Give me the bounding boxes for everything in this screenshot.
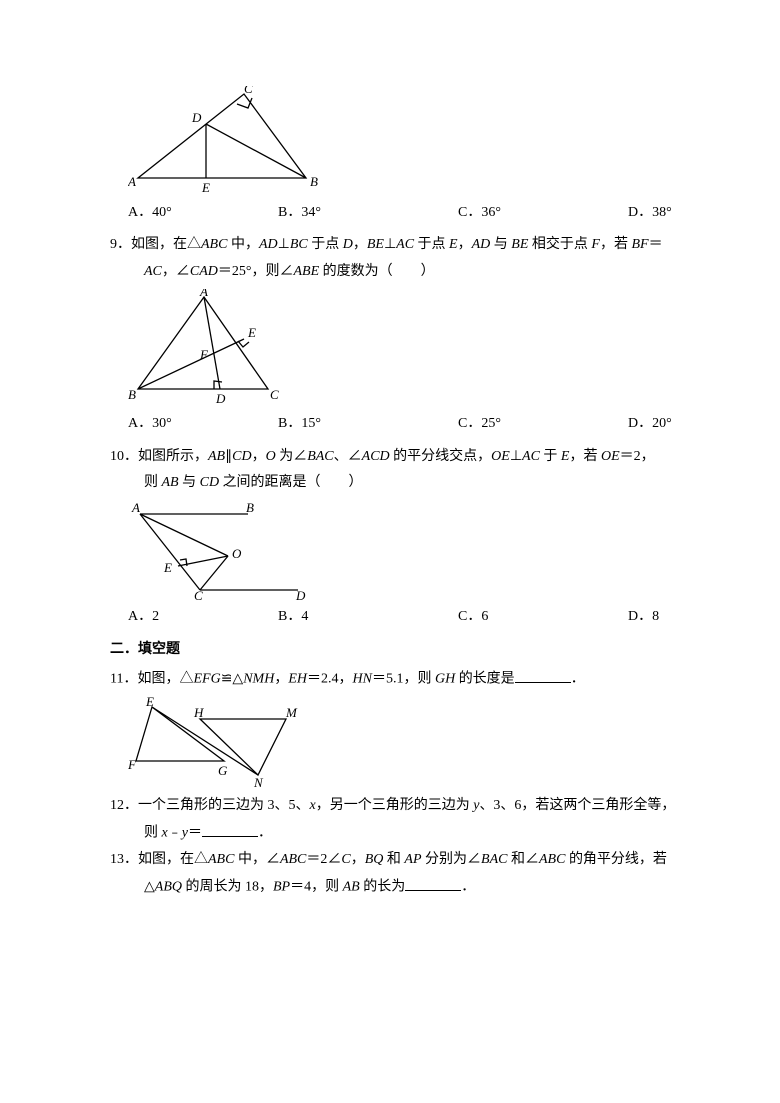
svg-text:D: D	[215, 391, 226, 406]
svg-text:F: F	[128, 757, 137, 772]
q10-opt-a: A．2	[128, 606, 278, 628]
q8-opt-a: A．40°	[128, 202, 278, 224]
svg-text:A: A	[128, 174, 136, 189]
svg-text:B: B	[310, 174, 318, 189]
q10-line2: 则 AB 与 CD 之间的距离是（ ）	[144, 472, 690, 494]
svg-text:E: E	[163, 560, 172, 575]
q10-text2: 则 AB 与 CD 之间的距离是（ ）	[144, 475, 363, 490]
svg-text:M: M	[285, 705, 298, 720]
q10-opt-c: C．6	[458, 606, 628, 628]
svg-text:G: G	[218, 763, 228, 778]
svg-text:N: N	[253, 775, 264, 789]
svg-text:E: E	[201, 180, 210, 195]
q11-num: 11．	[110, 672, 137, 687]
q12-text2-pre: 则 x﹣y＝	[144, 826, 202, 841]
svg-text:B: B	[128, 387, 136, 402]
q10-opt-d: D．8	[628, 606, 659, 628]
q8-options: A．40° B．34° C．36° D．38°	[128, 202, 690, 224]
q9-line2: AC，∠CAD＝25°，则∠ABE 的度数为（ ）	[144, 261, 690, 283]
q8-figure: A B C D E	[128, 86, 690, 196]
section2-heading: 二．填空题	[110, 639, 690, 661]
q11-line: 11．如图，△EFG≌△NMH，EH＝2.4，HN＝5.1，则 GH 的长度是 ．	[110, 667, 690, 691]
svg-text:D: D	[191, 110, 202, 125]
q9-opt-a: A．30°	[128, 413, 278, 435]
q13-text2-post: ．	[461, 880, 475, 895]
q9-text2: AC，∠CAD＝25°，则∠ABE 的度数为（ ）	[144, 264, 435, 279]
q9-text1: 如图，在△ABC 中，AD⊥BC 于点 D，BE⊥AC 于点 E，AD 与 BE…	[131, 237, 663, 252]
svg-text:O: O	[232, 546, 242, 561]
svg-text:D: D	[295, 588, 306, 600]
q10-num: 10．	[110, 449, 138, 464]
q11-blank[interactable]	[515, 667, 571, 682]
svg-text:C: C	[244, 86, 253, 96]
q9-line1: 9．如图，在△ABC 中，AD⊥BC 于点 D，BE⊥AC 于点 E，AD 与 …	[110, 234, 690, 256]
svg-text:A: A	[131, 500, 140, 515]
q10-line1: 10．如图所示，AB∥CD，O 为∠BAC、∠ACD 的平分线交点，OE⊥AC …	[110, 446, 690, 468]
q9-options: A．30° B．15° C．25° D．20°	[128, 413, 690, 435]
q13-line1: 13．如图，在△ABC 中，∠ABC＝2∠C，BQ 和 AP 分别为∠BAC 和…	[110, 849, 690, 871]
q9-opt-d: D．20°	[628, 413, 672, 435]
q12-text1: 一个三角形的三边为 3、5、x，另一个三角形的三边为 y、3、6，若这两个三角形…	[138, 798, 675, 813]
q13-line2: △ABQ 的周长为 18，BP＝4，则 AB 的长为 ．	[144, 875, 690, 899]
svg-text:B: B	[246, 500, 254, 515]
q10-figure: A B C D O E	[128, 500, 690, 600]
q9-figure: A B C D E F	[128, 289, 690, 407]
q9-opt-c: C．25°	[458, 413, 628, 435]
q9-num: 9．	[110, 237, 131, 252]
q11-figure: E F G H M N	[128, 697, 690, 789]
q9-opt-b: B．15°	[278, 413, 458, 435]
q8-opt-c: C．36°	[458, 202, 628, 224]
svg-text:E: E	[247, 325, 256, 340]
q12-text2-post: ．	[258, 826, 272, 841]
q12-line1: 12．一个三角形的三边为 3、5、x，另一个三角形的三边为 y、3、6，若这两个…	[110, 795, 690, 817]
q10-options: A．2 B．4 C．6 D．8	[128, 606, 690, 628]
q11-tail: ．	[571, 672, 585, 687]
q10-opt-b: B．4	[278, 606, 458, 628]
q13-text2-pre: △ABQ 的周长为 18，BP＝4，则 AB 的长为	[144, 880, 405, 895]
svg-text:H: H	[193, 705, 204, 720]
svg-text:E: E	[145, 697, 154, 709]
svg-text:C: C	[270, 387, 279, 402]
q12-num: 12．	[110, 798, 138, 813]
svg-text:F: F	[199, 347, 209, 362]
q11-text: 如图，△EFG≌△NMH，EH＝2.4，HN＝5.1，则 GH 的长度是	[137, 672, 514, 687]
svg-text:A: A	[199, 289, 208, 299]
q10-text1: 如图所示，AB∥CD，O 为∠BAC、∠ACD 的平分线交点，OE⊥AC 于 E…	[138, 449, 655, 464]
q12-line2: 则 x﹣y＝ ．	[144, 821, 690, 845]
q13-blank[interactable]	[405, 875, 461, 890]
q13-num: 13．	[110, 852, 138, 867]
q12-blank[interactable]	[202, 821, 258, 836]
q13-text1: 如图，在△ABC 中，∠ABC＝2∠C，BQ 和 AP 分别为∠BAC 和∠AB…	[138, 852, 667, 867]
q8-opt-b: B．34°	[278, 202, 458, 224]
q8-opt-d: D．38°	[628, 202, 672, 224]
svg-text:C: C	[194, 588, 203, 600]
